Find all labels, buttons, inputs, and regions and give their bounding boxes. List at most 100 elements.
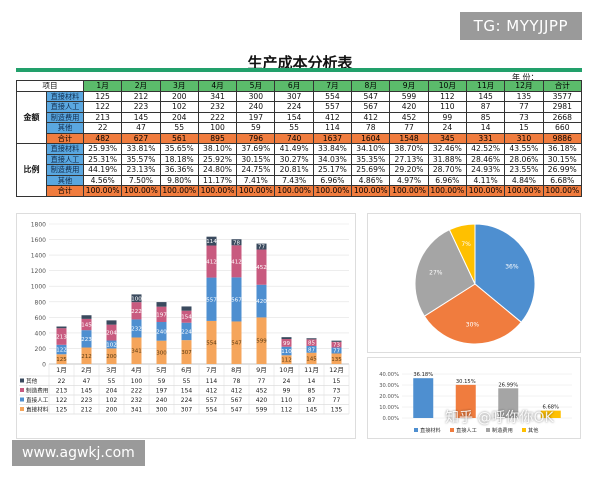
header-month: 10月 <box>427 80 467 92</box>
bar-segment <box>281 339 292 347</box>
table-cell: 4.86% <box>351 174 391 186</box>
table-cell: 1637 <box>312 132 353 144</box>
table-cell: 145 <box>121 111 161 123</box>
bar-segment <box>306 352 317 364</box>
table-cell: 33.84% <box>312 143 353 155</box>
table-cell: 15 <box>504 122 544 134</box>
header-month: 5月 <box>236 80 276 92</box>
table-cell: 222 <box>197 111 238 123</box>
header-month: 9月 <box>389 80 429 92</box>
table-cell: 224 <box>274 101 314 113</box>
data-table-value: 200 <box>106 407 118 414</box>
table-cell: 24.80% <box>197 164 238 176</box>
cost-table: 项目 1月 2月 3月 4月 5月 6月 7月 8月 9月 10月 11月 12月 合计 金额 直接材料 125… <box>16 80 583 197</box>
x-tick-label: 10月 <box>279 366 294 374</box>
table-cell: 412 <box>351 111 391 123</box>
bar-segment <box>331 341 342 348</box>
header-month: 6月 <box>274 80 314 92</box>
data-table-value: 232 <box>131 397 143 404</box>
bar-segment <box>81 347 92 364</box>
table-cell: 100.00% <box>197 185 238 197</box>
table-cell: 135 <box>504 90 544 102</box>
bar-segment <box>306 338 317 340</box>
table-cell: 32.46% <box>427 143 467 155</box>
bar-value-label: 599 <box>256 339 267 345</box>
year-month-label: 年 份： <box>512 73 539 82</box>
bar-segment <box>56 328 67 345</box>
table-cell: 7.50% <box>121 174 161 186</box>
legend-label: 其他 <box>528 426 538 434</box>
data-table-value: 22 <box>58 378 66 385</box>
table-cell: 627 <box>121 132 161 144</box>
header-month: 8月 <box>351 80 391 92</box>
bar-segment <box>156 302 167 307</box>
table-cell: 599 <box>389 90 429 102</box>
bar-value-label: 73 <box>333 343 340 349</box>
table-cell: 204 <box>159 111 199 123</box>
table-cell: 55 <box>159 122 199 134</box>
table-cell: 482 <box>82 132 123 144</box>
table-cell: 145 <box>465 90 506 102</box>
table-cell: 240 <box>236 101 276 113</box>
bar-value-label: 78 <box>233 240 240 246</box>
row-total: 26.99% <box>542 164 583 176</box>
zhihu-watermark: 知乎 @呼你你OK <box>445 410 554 426</box>
table-cell: 73 <box>504 111 544 123</box>
table-row: 合计 482 627 561 895 796 740 1637 1604 1548 345 331 31… <box>17 132 583 144</box>
table-cell: 561 <box>159 132 199 144</box>
bar-value-label: 145 <box>81 323 92 329</box>
bar-segment <box>256 249 267 285</box>
y-tick-label: 10.00% <box>379 405 399 411</box>
table-cell: 100.00% <box>389 185 429 197</box>
legend-swatch <box>414 428 418 432</box>
table-cell: 213 <box>82 111 123 123</box>
table-cell: 99 <box>427 111 467 123</box>
data-table-value: 77 <box>333 397 341 404</box>
table-cell: 100.00% <box>159 185 199 197</box>
table-cell: 22 <box>82 122 123 134</box>
bar-value-label: 557 <box>206 297 217 303</box>
table-cell: 114 <box>312 122 353 134</box>
header-month: 3月 <box>159 80 199 92</box>
x-tick-label: 4月 <box>131 366 142 374</box>
table-cell: 25.17% <box>312 164 353 176</box>
table-cell: 27.13% <box>389 153 429 165</box>
table-cell: 300 <box>236 90 276 102</box>
table-cell: 31.88% <box>427 153 467 165</box>
table-cell: 59 <box>236 122 276 134</box>
table-cell: 25.69% <box>351 164 391 176</box>
table-row: 比例 直接材料 25.93% 33.81% 35.65% 38.10% 37.69% 41.4… <box>16 143 583 197</box>
bar-segment <box>281 337 292 340</box>
table-cell: 4.84% <box>504 174 544 186</box>
table-cell: 35.35% <box>351 153 391 165</box>
table-cell: 122 <box>82 101 123 113</box>
y-tick-label: 1200 <box>31 268 46 275</box>
y-tick-label: 20.00% <box>379 394 399 400</box>
table-cell: 345 <box>427 132 467 144</box>
bar-value-label: 85 <box>308 341 315 347</box>
table-cell: 232 <box>197 101 238 113</box>
bar-segment <box>306 339 317 346</box>
table-cell: 212 <box>121 90 161 102</box>
table-cell: 100 <box>197 122 238 134</box>
header-corner: 项目 <box>16 80 84 92</box>
row-label: 直接材料 <box>46 90 84 102</box>
legend-label: 其他 <box>26 377 38 385</box>
table-cell: 43.55% <box>504 143 544 155</box>
bar-segment <box>156 340 167 364</box>
data-table-value: 412 <box>231 388 243 395</box>
row-label: 直接人工 <box>46 101 84 113</box>
data-table-value: 240 <box>156 397 168 404</box>
header-month: 2月 <box>121 80 161 92</box>
data-table-value: 452 <box>256 388 268 395</box>
row-total: 100.00% <box>542 185 583 197</box>
pie-slice-label: 7% <box>461 241 471 248</box>
table-row: 直接人工 25.31% 35.57% 18.18% 25.92% 30.15% 30.27%… <box>17 153 583 165</box>
pie-slice <box>423 283 522 345</box>
row-label: 合计 <box>46 132 84 144</box>
data-table-value: 145 <box>306 407 318 414</box>
header-month: 11月 <box>465 80 506 92</box>
bar-segment <box>256 284 267 318</box>
table-cell: 11.17% <box>197 174 238 186</box>
header-month: 4月 <box>197 80 238 92</box>
